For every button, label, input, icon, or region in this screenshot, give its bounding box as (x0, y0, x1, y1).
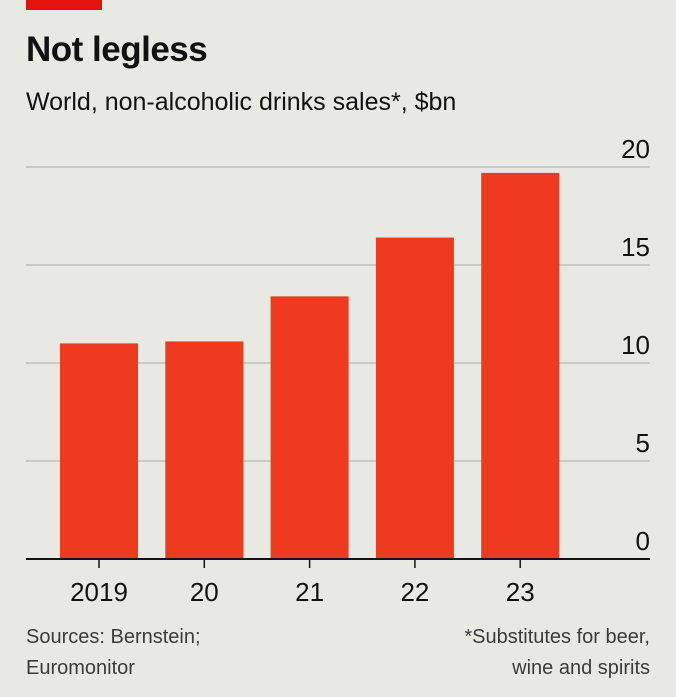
bar (270, 296, 349, 559)
x-tick-label: 22 (400, 577, 429, 607)
footnote: *Substitutes for beer, wine and spirits (464, 622, 650, 684)
bar (60, 343, 138, 559)
footnote-line-2: wine and spirits (512, 657, 650, 679)
chart-title: Not legless (26, 30, 208, 69)
x-tick-label: 20 (190, 577, 219, 607)
y-tick-label: 20 (621, 134, 650, 164)
y-tick-label: 0 (636, 526, 650, 556)
x-tick-label: 2019 (70, 577, 128, 607)
footnote-line-1: *Substitutes for beer, (464, 626, 650, 648)
y-tick-label: 15 (621, 232, 650, 262)
x-tick-label: 23 (506, 577, 535, 607)
y-tick-labels: 0 5 10 15 20 (621, 134, 650, 556)
chart-subtitle: World, non-alcoholic drinks sales*, $bn (26, 88, 457, 116)
sources-line-1: Sources: Bernstein; (26, 626, 201, 648)
sources-note: Sources: Bernstein; Euromonitor (26, 622, 201, 684)
accent-tag (26, 0, 102, 10)
bar (165, 341, 244, 559)
bar (375, 237, 454, 559)
bars (60, 172, 560, 559)
bar (481, 172, 560, 559)
sources-line-2: Euromonitor (26, 657, 135, 679)
y-tick-label: 10 (621, 330, 650, 360)
x-tick-label: 21 (295, 577, 324, 607)
axes (26, 558, 650, 568)
y-tick-label: 5 (636, 428, 650, 458)
x-tick-labels: 2019 20 21 22 23 (70, 577, 535, 607)
